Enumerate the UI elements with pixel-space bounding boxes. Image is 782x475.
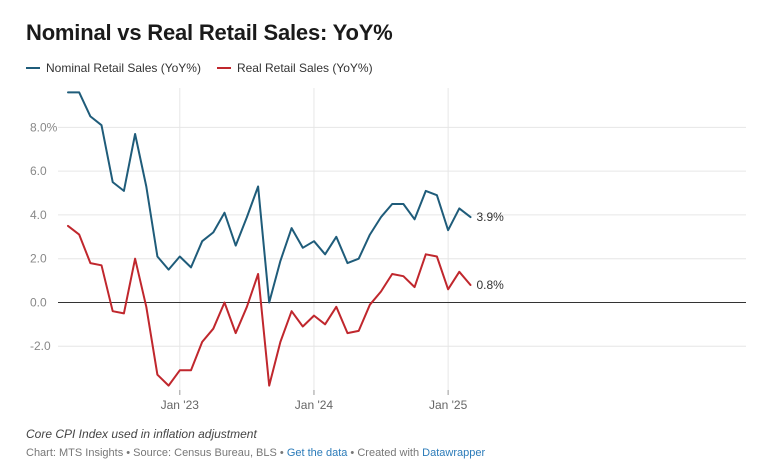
x-tick-label: Jan '23 <box>161 398 200 412</box>
series-line-nominal <box>67 91 472 304</box>
source-middle: • Created with <box>347 447 423 459</box>
legend-label-real: Real Retail Sales (YoY%) <box>236 61 373 75</box>
chart-source: Chart: MTS Insights • Source: Census Bur… <box>26 447 485 459</box>
y-tick-label: 8.0% <box>30 120 58 134</box>
datawrapper-link[interactable]: Datawrapper <box>422 447 486 459</box>
get-data-link[interactable]: Get the data <box>286 447 348 459</box>
source-prefix: Chart: MTS Insights • Source: Census Bur… <box>26 447 287 459</box>
y-tick-label: -2.0 <box>30 339 51 353</box>
x-tick-label: Jan '24 <box>295 398 334 412</box>
legend: Nominal Retail Sales (YoY%) Real Retail … <box>26 61 373 75</box>
y-tick-label: 0.0 <box>30 295 47 309</box>
legend-item-real[interactable]: Real Retail Sales (YoY%) <box>216 61 373 75</box>
legend-swatch-nominal <box>26 67 40 69</box>
y-tick-label: 4.0 <box>30 208 47 222</box>
end-value-label-real: 0.8% <box>476 278 504 292</box>
chart-title: Nominal vs Real Retail Sales: YoY% <box>26 20 393 45</box>
legend-item-nominal[interactable]: Nominal Retail Sales (YoY%) <box>26 61 201 75</box>
legend-label-nominal: Nominal Retail Sales (YoY%) <box>46 61 201 75</box>
end-value-label-nominal: 3.9% <box>476 210 504 224</box>
series-line-real <box>67 224 472 387</box>
y-tick-label: 6.0 <box>30 164 47 178</box>
y-tick-label: 2.0 <box>30 252 47 266</box>
chart-note: Core CPI Index used in inflation adjustm… <box>26 427 257 441</box>
x-tick-label: Jan '25 <box>429 398 468 412</box>
legend-swatch-real <box>216 67 231 69</box>
